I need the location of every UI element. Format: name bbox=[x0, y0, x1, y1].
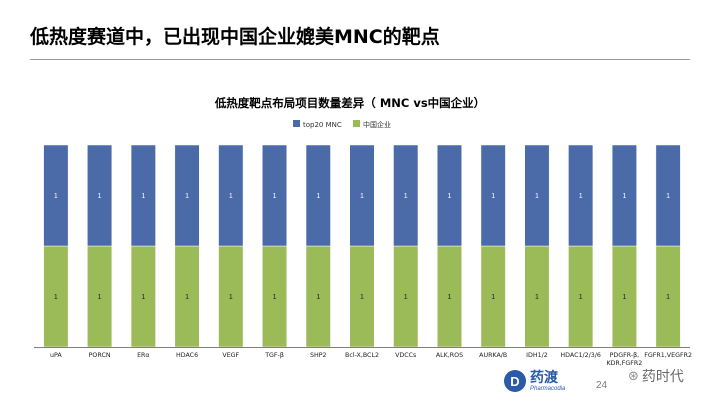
bar-china-7 bbox=[349, 245, 375, 348]
bar-mnc-3 bbox=[174, 144, 200, 247]
data-label-mnc-6: 1 bbox=[316, 193, 320, 200]
data-label-mnc-2: 1 bbox=[141, 193, 145, 200]
x-tick-label-0: uPA bbox=[50, 352, 62, 359]
x-tick-label-4: VEGF bbox=[222, 352, 239, 359]
x-tick-label-12: HDAC1/2/3/6 bbox=[560, 352, 600, 359]
data-label-china-2: 1 bbox=[141, 294, 145, 301]
x-tick-label-1: PORCN bbox=[89, 352, 111, 359]
bar-mnc-4 bbox=[218, 144, 244, 247]
legend-label-0: top20 MNC bbox=[303, 121, 342, 129]
data-label-china-7: 1 bbox=[360, 294, 364, 301]
data-label-mnc-3: 1 bbox=[185, 193, 189, 200]
data-label-china-5: 1 bbox=[273, 294, 277, 301]
wechat-icon: ⊛ bbox=[628, 368, 639, 384]
bar-mnc-5 bbox=[262, 144, 288, 247]
pharmacodia-logo-icon: D bbox=[504, 370, 526, 392]
x-tick-label-14: FGFR1,VEGFR2 bbox=[644, 352, 692, 359]
bar-china-6 bbox=[305, 245, 331, 348]
data-label-mnc-0: 1 bbox=[54, 193, 58, 200]
x-tick-label-6: SHP2 bbox=[310, 352, 327, 359]
bar-china-12 bbox=[568, 245, 594, 348]
data-label-mnc-13: 1 bbox=[622, 193, 626, 200]
data-label-mnc-9: 1 bbox=[448, 193, 452, 200]
x-tick-labels: uPA PORCN ERα HDAC6 VEGF TGF-β SHP2 Bcl-X,BCL2 V… bbox=[50, 352, 692, 367]
data-label-mnc-1: 1 bbox=[98, 193, 102, 200]
data-label-china-12: 1 bbox=[579, 294, 583, 301]
bar-mnc-2 bbox=[130, 144, 156, 247]
data-label-china-14: 1 bbox=[666, 294, 670, 301]
x-tick-label-13: PDGFR-β, KDR,FGFR2 bbox=[606, 352, 642, 367]
data-label-china-8: 1 bbox=[404, 294, 408, 301]
data-label-mnc-5: 1 bbox=[273, 193, 277, 200]
bar-mnc-6 bbox=[305, 144, 331, 247]
x-tick-label-10: AURKA/B bbox=[479, 352, 507, 359]
data-label-mnc-7: 1 bbox=[360, 193, 364, 200]
page-number: 24 bbox=[596, 380, 608, 391]
data-label-china-1: 1 bbox=[98, 294, 102, 301]
x-tick-label-8: VDCCs bbox=[395, 352, 416, 359]
data-label-mnc-8: 1 bbox=[404, 193, 408, 200]
logo-english-text: Pharmacodia bbox=[530, 385, 566, 392]
x-tick-label-13-line2: KDR,FGFR2 bbox=[606, 360, 642, 367]
data-label-mnc-11: 1 bbox=[535, 193, 539, 200]
data-label-china-4: 1 bbox=[229, 294, 233, 301]
bar-mnc-12 bbox=[568, 144, 594, 247]
data-label-china-11: 1 bbox=[535, 294, 539, 301]
bar-mnc-14 bbox=[655, 144, 681, 247]
chart-title: 低热度靶点布局项目数量差异（ MNC vs中国企业） bbox=[214, 96, 485, 110]
bar-china-13 bbox=[611, 245, 637, 348]
data-label-china-13: 1 bbox=[622, 294, 626, 301]
bar-china-3 bbox=[174, 245, 200, 348]
title-divider bbox=[30, 59, 690, 60]
data-label-china-6: 1 bbox=[316, 294, 320, 301]
bar-china-5 bbox=[262, 245, 288, 348]
chart-legend: top20 MNC 中国企业 bbox=[293, 120, 391, 129]
bar-china-2 bbox=[130, 245, 156, 348]
bar-mnc-8 bbox=[393, 144, 419, 247]
bar-mnc-1 bbox=[87, 144, 113, 247]
data-label-china-10: 1 bbox=[491, 294, 495, 301]
data-label-china-9: 1 bbox=[448, 294, 452, 301]
x-tick-label-5: TGF-β bbox=[264, 352, 284, 359]
bar-china-1 bbox=[87, 245, 113, 348]
data-label-mnc-4: 1 bbox=[229, 193, 233, 200]
data-label-china-3: 1 bbox=[185, 294, 189, 301]
x-tick-label-11: IDH1/2 bbox=[526, 352, 548, 359]
data-label-china-0: 1 bbox=[54, 294, 58, 301]
bar-mnc-7 bbox=[349, 144, 375, 247]
bar-mnc-11 bbox=[524, 144, 550, 247]
data-label-mnc-14: 1 bbox=[666, 193, 670, 200]
bar-china-10 bbox=[480, 245, 506, 348]
legend-swatch-0 bbox=[293, 120, 300, 127]
bars-group: 1 1 1 1 1 1 1 1 1 1 1 1 1 1 1 1 1 1 1 1 1 1 1 1 1 1 1 1 1 1 bbox=[43, 144, 681, 348]
bar-mnc-9 bbox=[436, 144, 462, 247]
bar-mnc-0 bbox=[43, 144, 69, 247]
data-label-mnc-12: 1 bbox=[579, 193, 583, 200]
bar-china-11 bbox=[524, 245, 550, 348]
wechat-watermark: ⊛ 药时代 bbox=[628, 366, 684, 386]
x-tick-label-13-line1: PDGFR-β, bbox=[610, 352, 640, 359]
bar-mnc-10 bbox=[480, 144, 506, 247]
brand-logo: D 药渡 Pharmacodia bbox=[504, 370, 565, 392]
watermark-text: 药时代 bbox=[641, 369, 684, 385]
bar-china-8 bbox=[393, 245, 419, 348]
x-tick-label-2: ERα bbox=[137, 352, 150, 359]
legend-swatch-1 bbox=[353, 120, 360, 127]
bar-mnc-13 bbox=[611, 144, 637, 247]
x-tick-label-9: ALK,ROS bbox=[436, 352, 463, 359]
x-tick-label-7: Bcl-X,BCL2 bbox=[345, 352, 379, 359]
slide-title: 低热度赛道中，已出现中国企业媲美MNC的靶点 bbox=[30, 26, 440, 48]
legend-label-1: 中国企业 bbox=[363, 120, 391, 129]
data-label-mnc-10: 1 bbox=[491, 193, 495, 200]
logo-chinese-text: 药渡 bbox=[530, 369, 558, 386]
x-tick-label-3: HDAC6 bbox=[176, 352, 198, 359]
bar-china-0 bbox=[43, 245, 69, 348]
bar-china-14 bbox=[655, 245, 681, 348]
